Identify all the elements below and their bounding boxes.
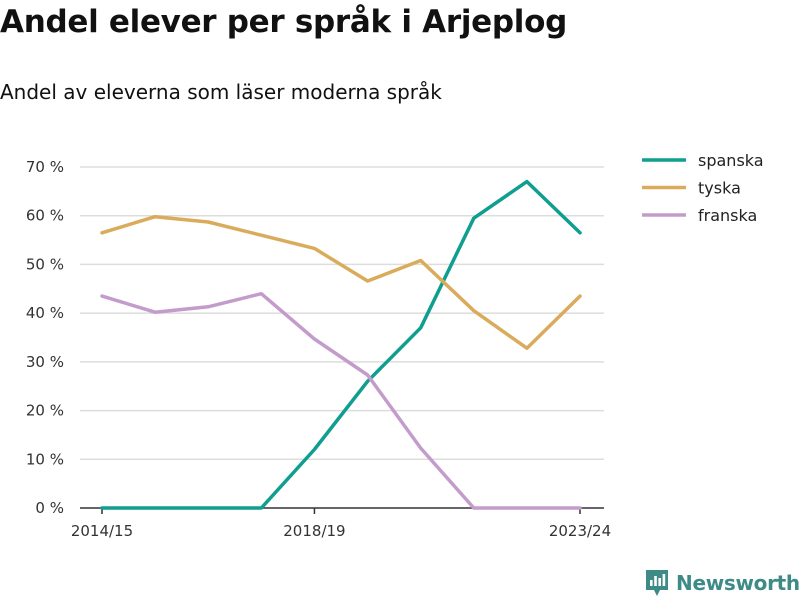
series-line-tyska: [100, 214, 582, 350]
newsworthy-brand: Newsworthy: [644, 568, 800, 598]
legend: spanska tyska franska: [642, 151, 764, 225]
y-tick-label: 40 %: [26, 304, 64, 322]
y-tick-label: 20 %: [26, 402, 64, 420]
x-tick-label: 2014/15: [71, 522, 133, 540]
legend-label-spanska: spanska: [698, 151, 764, 170]
brand-name: Newsworthy: [676, 571, 800, 595]
series-lines: [100, 179, 582, 510]
x-axis: 2014/15 2018/19 2023/24: [71, 507, 611, 540]
x-tick-label: 2018/19: [283, 522, 345, 540]
y-tick-label: 10 %: [26, 450, 64, 468]
x-tick-label: 2023/24: [549, 522, 611, 540]
y-tick-label: 30 %: [26, 353, 64, 371]
y-tick-label: 0 %: [35, 499, 64, 517]
y-tick-label: 70 %: [26, 158, 64, 176]
legend-label-tyska: tyska: [698, 179, 741, 198]
series-line-spanska: [100, 179, 582, 510]
y-tick-label: 50 %: [26, 255, 64, 273]
y-tick-label: 60 %: [26, 207, 64, 225]
chart-title: Andel elever per språk i Arjeplog: [0, 4, 567, 40]
grid-lines: [80, 166, 604, 461]
newsworthy-logo-icon: [646, 570, 668, 596]
series-line-franska: [100, 291, 582, 510]
chart-subtitle: Andel av eleverna som läser moderna språ…: [0, 80, 442, 104]
y-axis: 0 % 10 % 20 % 30 % 40 % 50 % 60 % 70 %: [26, 158, 64, 517]
legend-label-franska: franska: [698, 206, 757, 225]
